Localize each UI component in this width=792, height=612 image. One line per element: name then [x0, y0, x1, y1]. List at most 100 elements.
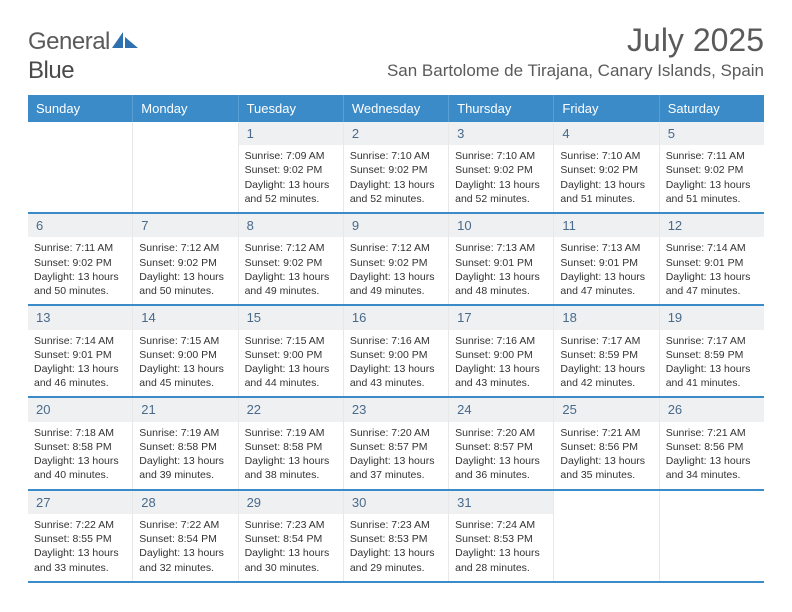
day-number: 19: [660, 306, 764, 330]
sunset-line: Sunset: 8:54 PM: [245, 532, 337, 546]
daylight-line: Daylight: 13 hours and 49 minutes.: [245, 270, 337, 298]
sunset-line: Sunset: 8:58 PM: [245, 440, 337, 454]
sunrise-line: Sunrise: 7:12 AM: [139, 241, 231, 255]
sunrise-line: Sunrise: 7:20 AM: [350, 426, 442, 440]
day-cell: 30Sunrise: 7:23 AMSunset: 8:53 PMDayligh…: [344, 491, 449, 581]
day-info: Sunrise: 7:12 AMSunset: 9:02 PMDaylight:…: [344, 237, 448, 304]
week-row: 13Sunrise: 7:14 AMSunset: 9:01 PMDayligh…: [28, 306, 764, 398]
day-cell: 7Sunrise: 7:12 AMSunset: 9:02 PMDaylight…: [133, 214, 238, 304]
sunrise-line: Sunrise: 7:18 AM: [34, 426, 126, 440]
sunrise-line: Sunrise: 7:21 AM: [666, 426, 758, 440]
sunrise-line: Sunrise: 7:10 AM: [350, 149, 442, 163]
sunrise-line: Sunrise: 7:17 AM: [560, 334, 652, 348]
calendar-weeks: 1Sunrise: 7:09 AMSunset: 9:02 PMDaylight…: [28, 122, 764, 583]
day-number: 17: [449, 306, 553, 330]
day-number: 8: [239, 214, 343, 238]
sunrise-line: Sunrise: 7:14 AM: [666, 241, 758, 255]
sunrise-line: Sunrise: 7:10 AM: [560, 149, 652, 163]
sunset-line: Sunset: 9:01 PM: [666, 256, 758, 270]
day-number: 11: [554, 214, 658, 238]
day-cell: 15Sunrise: 7:15 AMSunset: 9:00 PMDayligh…: [239, 306, 344, 396]
day-number: 27: [28, 491, 132, 515]
sunrise-line: Sunrise: 7:20 AM: [455, 426, 547, 440]
daylight-line: Daylight: 13 hours and 30 minutes.: [245, 546, 337, 574]
day-info: Sunrise: 7:21 AMSunset: 8:56 PMDaylight:…: [660, 422, 764, 489]
sunset-line: Sunset: 8:58 PM: [34, 440, 126, 454]
sunrise-line: Sunrise: 7:16 AM: [350, 334, 442, 348]
daylight-line: Daylight: 13 hours and 48 minutes.: [455, 270, 547, 298]
week-row: 1Sunrise: 7:09 AMSunset: 9:02 PMDaylight…: [28, 122, 764, 214]
sunrise-line: Sunrise: 7:12 AM: [350, 241, 442, 255]
day-number: 26: [660, 398, 764, 422]
sunrise-line: Sunrise: 7:10 AM: [455, 149, 547, 163]
daylight-line: Daylight: 13 hours and 28 minutes.: [455, 546, 547, 574]
daylight-line: Daylight: 13 hours and 52 minutes.: [245, 178, 337, 206]
day-info: Sunrise: 7:12 AMSunset: 9:02 PMDaylight:…: [239, 237, 343, 304]
day-cell: 22Sunrise: 7:19 AMSunset: 8:58 PMDayligh…: [239, 398, 344, 488]
weekday-header: Tuesday: [239, 95, 344, 122]
sail-icon: [112, 29, 140, 57]
sunset-line: Sunset: 8:57 PM: [350, 440, 442, 454]
day-info: Sunrise: 7:18 AMSunset: 8:58 PMDaylight:…: [28, 422, 132, 489]
day-cell: 13Sunrise: 7:14 AMSunset: 9:01 PMDayligh…: [28, 306, 133, 396]
day-cell: 17Sunrise: 7:16 AMSunset: 9:00 PMDayligh…: [449, 306, 554, 396]
weekday-header: Thursday: [449, 95, 554, 122]
day-cell: 2Sunrise: 7:10 AMSunset: 9:02 PMDaylight…: [344, 122, 449, 212]
day-info: Sunrise: 7:21 AMSunset: 8:56 PMDaylight:…: [554, 422, 658, 489]
day-number: 18: [554, 306, 658, 330]
day-cell: 6Sunrise: 7:11 AMSunset: 9:02 PMDaylight…: [28, 214, 133, 304]
day-number: 1: [239, 122, 343, 146]
day-info: Sunrise: 7:14 AMSunset: 9:01 PMDaylight:…: [28, 330, 132, 397]
day-info: Sunrise: 7:23 AMSunset: 8:54 PMDaylight:…: [239, 514, 343, 581]
day-info: Sunrise: 7:20 AMSunset: 8:57 PMDaylight:…: [449, 422, 553, 489]
day-cell: 25Sunrise: 7:21 AMSunset: 8:56 PMDayligh…: [554, 398, 659, 488]
weekday-header-row: SundayMondayTuesdayWednesdayThursdayFrid…: [28, 95, 764, 122]
day-number: 24: [449, 398, 553, 422]
day-info: Sunrise: 7:17 AMSunset: 8:59 PMDaylight:…: [554, 330, 658, 397]
day-info: Sunrise: 7:23 AMSunset: 8:53 PMDaylight:…: [344, 514, 448, 581]
sunset-line: Sunset: 9:01 PM: [560, 256, 652, 270]
daylight-line: Daylight: 13 hours and 29 minutes.: [350, 546, 442, 574]
sunrise-line: Sunrise: 7:13 AM: [560, 241, 652, 255]
day-number: 16: [344, 306, 448, 330]
sunset-line: Sunset: 9:02 PM: [139, 256, 231, 270]
logo-text: GeneralBlue: [28, 28, 140, 85]
daylight-line: Daylight: 13 hours and 51 minutes.: [560, 178, 652, 206]
day-info: Sunrise: 7:10 AMSunset: 9:02 PMDaylight:…: [344, 145, 448, 212]
day-info: Sunrise: 7:14 AMSunset: 9:01 PMDaylight:…: [660, 237, 764, 304]
sunset-line: Sunset: 9:01 PM: [34, 348, 126, 362]
week-row: 20Sunrise: 7:18 AMSunset: 8:58 PMDayligh…: [28, 398, 764, 490]
day-cell: 23Sunrise: 7:20 AMSunset: 8:57 PMDayligh…: [344, 398, 449, 488]
month-title: July 2025: [387, 22, 764, 59]
day-info: Sunrise: 7:19 AMSunset: 8:58 PMDaylight:…: [239, 422, 343, 489]
sunrise-line: Sunrise: 7:17 AM: [666, 334, 758, 348]
sunset-line: Sunset: 9:02 PM: [245, 256, 337, 270]
day-cell: 16Sunrise: 7:16 AMSunset: 9:00 PMDayligh…: [344, 306, 449, 396]
day-info: Sunrise: 7:15 AMSunset: 9:00 PMDaylight:…: [239, 330, 343, 397]
sunset-line: Sunset: 9:02 PM: [560, 163, 652, 177]
day-cell: 27Sunrise: 7:22 AMSunset: 8:55 PMDayligh…: [28, 491, 133, 581]
weekday-header: Sunday: [28, 95, 133, 122]
day-number: 22: [239, 398, 343, 422]
sunset-line: Sunset: 8:58 PM: [139, 440, 231, 454]
day-cell: 20Sunrise: 7:18 AMSunset: 8:58 PMDayligh…: [28, 398, 133, 488]
sunrise-line: Sunrise: 7:15 AM: [139, 334, 231, 348]
sunrise-line: Sunrise: 7:23 AM: [245, 518, 337, 532]
day-number: 2: [344, 122, 448, 146]
day-number: 9: [344, 214, 448, 238]
daylight-line: Daylight: 13 hours and 52 minutes.: [350, 178, 442, 206]
header: GeneralBlue July 2025 San Bartolome de T…: [28, 22, 764, 85]
sunset-line: Sunset: 8:56 PM: [666, 440, 758, 454]
daylight-line: Daylight: 13 hours and 44 minutes.: [245, 362, 337, 390]
daylight-line: Daylight: 13 hours and 35 minutes.: [560, 454, 652, 482]
sunset-line: Sunset: 8:57 PM: [455, 440, 547, 454]
sunset-line: Sunset: 9:00 PM: [350, 348, 442, 362]
day-cell: 31Sunrise: 7:24 AMSunset: 8:53 PMDayligh…: [449, 491, 554, 581]
sunrise-line: Sunrise: 7:11 AM: [666, 149, 758, 163]
sunrise-line: Sunrise: 7:11 AM: [34, 241, 126, 255]
day-cell: 8Sunrise: 7:12 AMSunset: 9:02 PMDaylight…: [239, 214, 344, 304]
day-number: 3: [449, 122, 553, 146]
daylight-line: Daylight: 13 hours and 50 minutes.: [34, 270, 126, 298]
day-info: Sunrise: 7:10 AMSunset: 9:02 PMDaylight:…: [554, 145, 658, 212]
day-number: 31: [449, 491, 553, 515]
